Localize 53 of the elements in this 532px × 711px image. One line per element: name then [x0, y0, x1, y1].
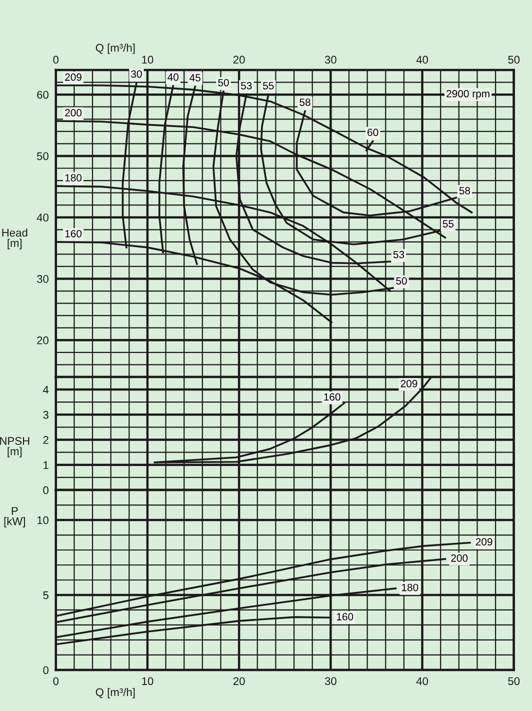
series-label: 160: [65, 230, 82, 238]
x2-tick-label: 40: [416, 56, 428, 64]
series-label: 58: [459, 187, 470, 194]
y-axis-title: NPSH [m]: [0, 437, 30, 458]
series-label: 53: [393, 250, 404, 258]
text: 53: [241, 82, 252, 90]
y-tick-label: 20: [37, 336, 48, 344]
x-tick-label: 50: [508, 677, 520, 686]
series-label: 45: [190, 74, 200, 82]
text: 58: [300, 98, 310, 106]
series-label: 160: [336, 613, 354, 620]
y-tick-label: 40: [36, 214, 48, 222]
series-label: 60: [368, 128, 378, 136]
y-tick-label: 3: [43, 410, 48, 419]
y-tick-label: 50: [37, 152, 48, 160]
series-label: 50: [396, 277, 407, 285]
text: 50: [218, 78, 229, 86]
series-label: 55: [442, 220, 454, 228]
series-label: 40: [168, 73, 178, 81]
y-axis-title: Head [m]: [2, 228, 28, 250]
x2-tick-label: 0: [53, 56, 59, 64]
x-tick-label: 0: [53, 677, 59, 686]
x2-tick-label: 50: [508, 56, 520, 64]
series-label: 200: [451, 554, 468, 562]
y-tick-label: 0: [43, 486, 48, 494]
x-axis-title: Q [m³/h]: [96, 688, 135, 698]
x-tick-label: 10: [142, 677, 154, 686]
series-label: 160: [324, 393, 340, 401]
x2-axis-title: Q [m³/h]: [96, 44, 135, 54]
annotation: 2900 rpm: [446, 90, 490, 100]
x-tick-label: 20: [233, 677, 245, 686]
x2-tick-label: 20: [233, 56, 245, 64]
series-label: 180: [402, 584, 418, 592]
y-tick-label: 5: [43, 591, 48, 600]
y-tick-label: 1: [44, 461, 48, 469]
text: 55: [262, 82, 274, 90]
series-label: 30: [131, 70, 142, 78]
series-label: 180: [65, 174, 82, 182]
series-label: 209: [65, 73, 82, 81]
series-label: 209: [476, 538, 492, 546]
y-tick-label: 2: [43, 436, 48, 444]
y-tick-label: 10: [37, 516, 48, 524]
y-tick-label: 60: [37, 90, 48, 99]
x-tick-label: 30: [324, 677, 336, 686]
y-tick-label: 0: [43, 666, 48, 674]
series-label: 209: [400, 380, 418, 388]
x-tick-label: 40: [416, 677, 428, 686]
y-axis-title: P [kW]: [4, 507, 25, 528]
x2-tick-label: 10: [142, 56, 154, 64]
x2-tick-label: 30: [324, 56, 336, 64]
series-label: 200: [65, 109, 82, 116]
y-tick-label: 30: [36, 275, 48, 283]
y-tick-label: 4: [42, 386, 49, 394]
